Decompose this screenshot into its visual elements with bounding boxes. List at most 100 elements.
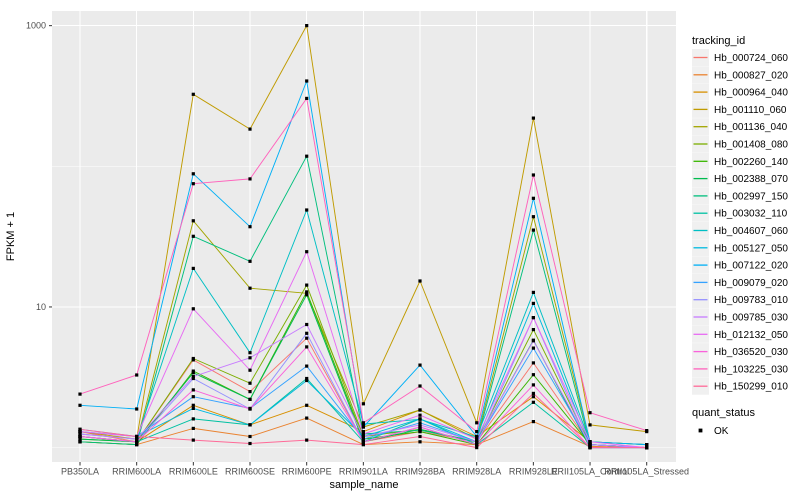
data-point (531, 391, 535, 395)
data-point (361, 432, 365, 436)
data-point (191, 388, 195, 392)
data-point (531, 420, 535, 424)
data-point (531, 290, 535, 294)
ok-point-icon (698, 428, 703, 433)
data-point (248, 407, 252, 411)
data-point (531, 395, 535, 399)
data-point (305, 378, 309, 383)
data-point (475, 421, 479, 425)
data-point (418, 384, 422, 388)
data-point (305, 322, 309, 327)
legend-item: Hb_001110_060 (692, 100, 787, 118)
data-point (78, 432, 82, 436)
legend-item: Hb_003032_110 (692, 204, 788, 222)
data-point (191, 182, 195, 186)
data-point (531, 373, 535, 377)
legend-item: Hb_007122_020 (692, 256, 788, 274)
data-point (135, 440, 139, 444)
data-point (191, 92, 195, 96)
data-point (418, 363, 422, 367)
data-point (418, 428, 422, 432)
data-point (248, 259, 252, 263)
legend-label: Hb_007122_020 (714, 261, 788, 272)
data-point (645, 443, 649, 447)
legend-item: Hb_150299_010 (692, 377, 788, 395)
data-point (78, 434, 82, 439)
legend-item: Hb_009783_010 (692, 291, 788, 309)
legend-item: Hb_002260_140 (692, 152, 788, 170)
data-point (248, 397, 252, 401)
data-point (305, 293, 309, 297)
data-point (475, 430, 479, 434)
data-point (418, 423, 422, 427)
x-tick-label: RRIM928LA (452, 467, 501, 477)
data-point (78, 427, 82, 431)
legend-label: Hb_001408_080 (714, 140, 788, 151)
data-point (305, 290, 309, 294)
data-point (248, 368, 252, 372)
data-point (248, 423, 252, 427)
data-point (418, 440, 422, 444)
legend-item: Hb_036520_030 (692, 343, 788, 361)
legend-title-quant-status: quant_status (692, 407, 755, 419)
data-point (361, 425, 365, 429)
data-point (361, 421, 365, 425)
data-point (418, 408, 422, 412)
legend-label: Hb_001136_040 (714, 122, 788, 133)
data-point (418, 413, 422, 417)
data-point (305, 250, 309, 254)
data-point (191, 266, 195, 270)
data-point (135, 434, 139, 439)
legend-label: Hb_005127_050 (714, 243, 788, 254)
x-tick-label: RRIM928BA (395, 467, 445, 477)
data-point (248, 356, 252, 360)
legend-label: Hb_012132_050 (714, 330, 788, 341)
data-point (305, 416, 309, 420)
data-point (531, 116, 535, 120)
data-point (418, 417, 422, 421)
data-point (248, 351, 252, 355)
data-point (191, 403, 195, 407)
data-point (191, 219, 195, 223)
data-point (361, 434, 365, 439)
legend-item: Hb_012132_050 (692, 325, 788, 343)
data-point (248, 225, 252, 229)
data-point (418, 425, 422, 429)
data-point (475, 437, 479, 441)
legend-item-ok: OK (698, 426, 729, 437)
data-point (248, 381, 252, 385)
data-point (78, 403, 82, 407)
data-point (645, 446, 649, 450)
legend-item: Hb_000964_040 (692, 83, 788, 101)
legend-label: Hb_009785_030 (714, 313, 788, 324)
x-tick-label: PB350LA (61, 467, 99, 477)
data-point (531, 301, 535, 305)
data-point (135, 407, 139, 411)
data-point (248, 177, 252, 181)
data-point (191, 417, 195, 421)
chart-panel (52, 11, 676, 462)
data-point (191, 376, 195, 381)
data-point (361, 443, 365, 447)
data-point (191, 356, 195, 361)
data-point (531, 328, 535, 332)
data-point (361, 430, 365, 434)
data-point (475, 440, 479, 444)
data-point (531, 361, 535, 365)
data-point (248, 441, 252, 446)
data-point (361, 437, 365, 441)
data-point (588, 440, 592, 444)
data-point (361, 440, 365, 444)
data-point (191, 369, 195, 373)
data-point (588, 411, 592, 415)
data-point (305, 364, 309, 368)
x-tick-label: RRII105LA_Control (551, 467, 629, 477)
data-point (78, 430, 82, 434)
data-point (191, 395, 195, 399)
data-point (588, 443, 592, 447)
legend-label: Hb_002388_070 (714, 174, 788, 185)
legend-title-tracking-id: tracking_id (692, 35, 745, 47)
legend-item: Hb_004607_060 (692, 222, 788, 239)
